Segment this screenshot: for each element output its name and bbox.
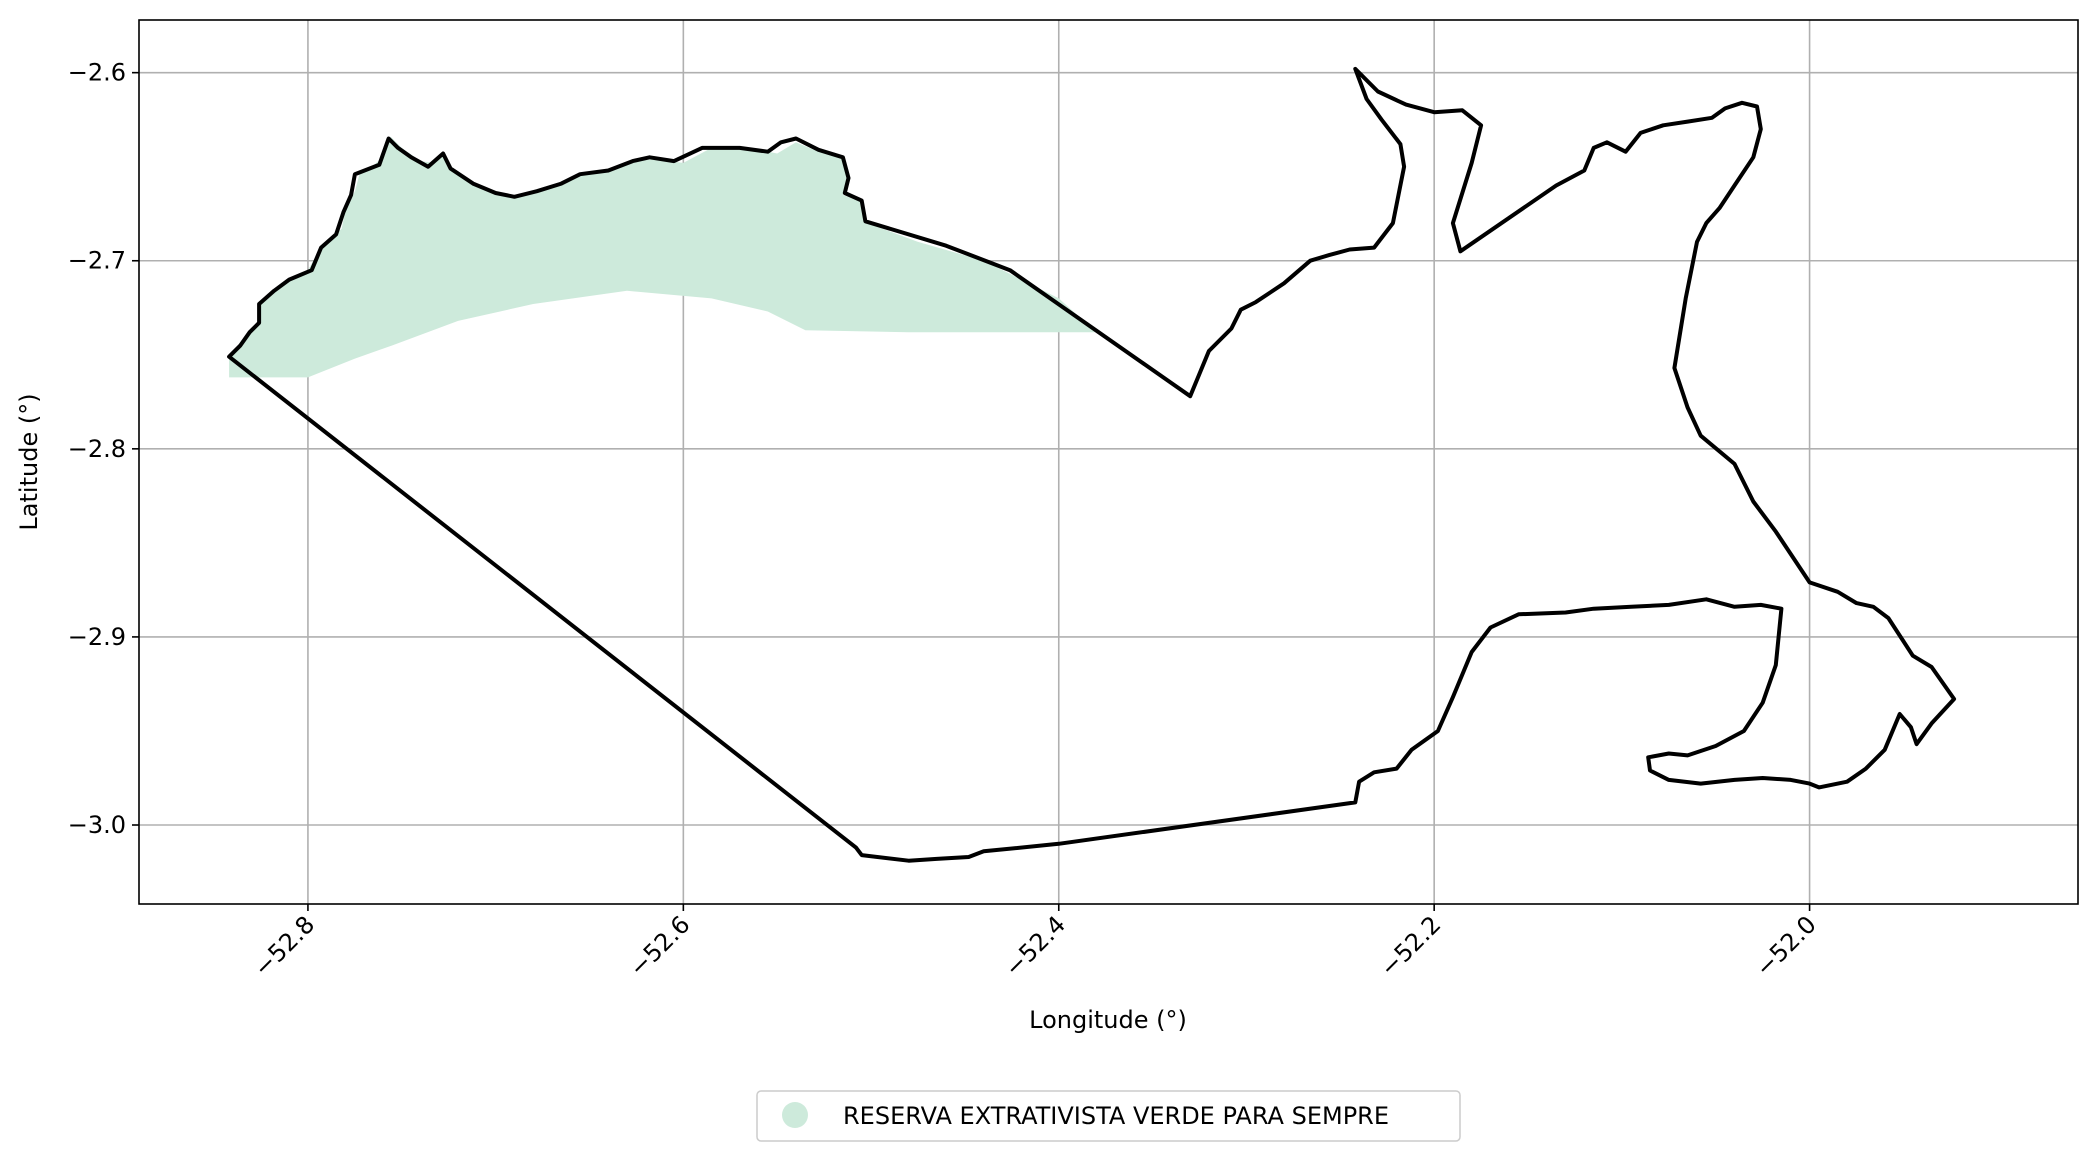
y-tick-label: −2.8 (68, 435, 126, 463)
axes-frame (138, 19, 2079, 905)
legend: RESERVA EXTRATIVISTA VERDE PARA SEMPRE (756, 1090, 1461, 1142)
y-tick-label: −2.7 (68, 247, 126, 275)
legend-box (756, 1090, 1461, 1142)
legend-marker (782, 1102, 808, 1128)
y-tick-label: −2.6 (68, 59, 126, 87)
y-tick-label: −3.0 (68, 811, 126, 839)
reserve-boundary-outline (227, 66, 1957, 863)
y-axis-label: Latitude (°) (15, 393, 43, 530)
legend-label: RESERVA EXTRATIVISTA VERDE PARA SEMPRE (843, 1102, 1389, 1130)
y-tick-label: −2.9 (68, 623, 126, 651)
reserve-filled-area (229, 136, 1097, 378)
x-axis-label: Longitude (°) (1029, 1006, 1187, 1034)
